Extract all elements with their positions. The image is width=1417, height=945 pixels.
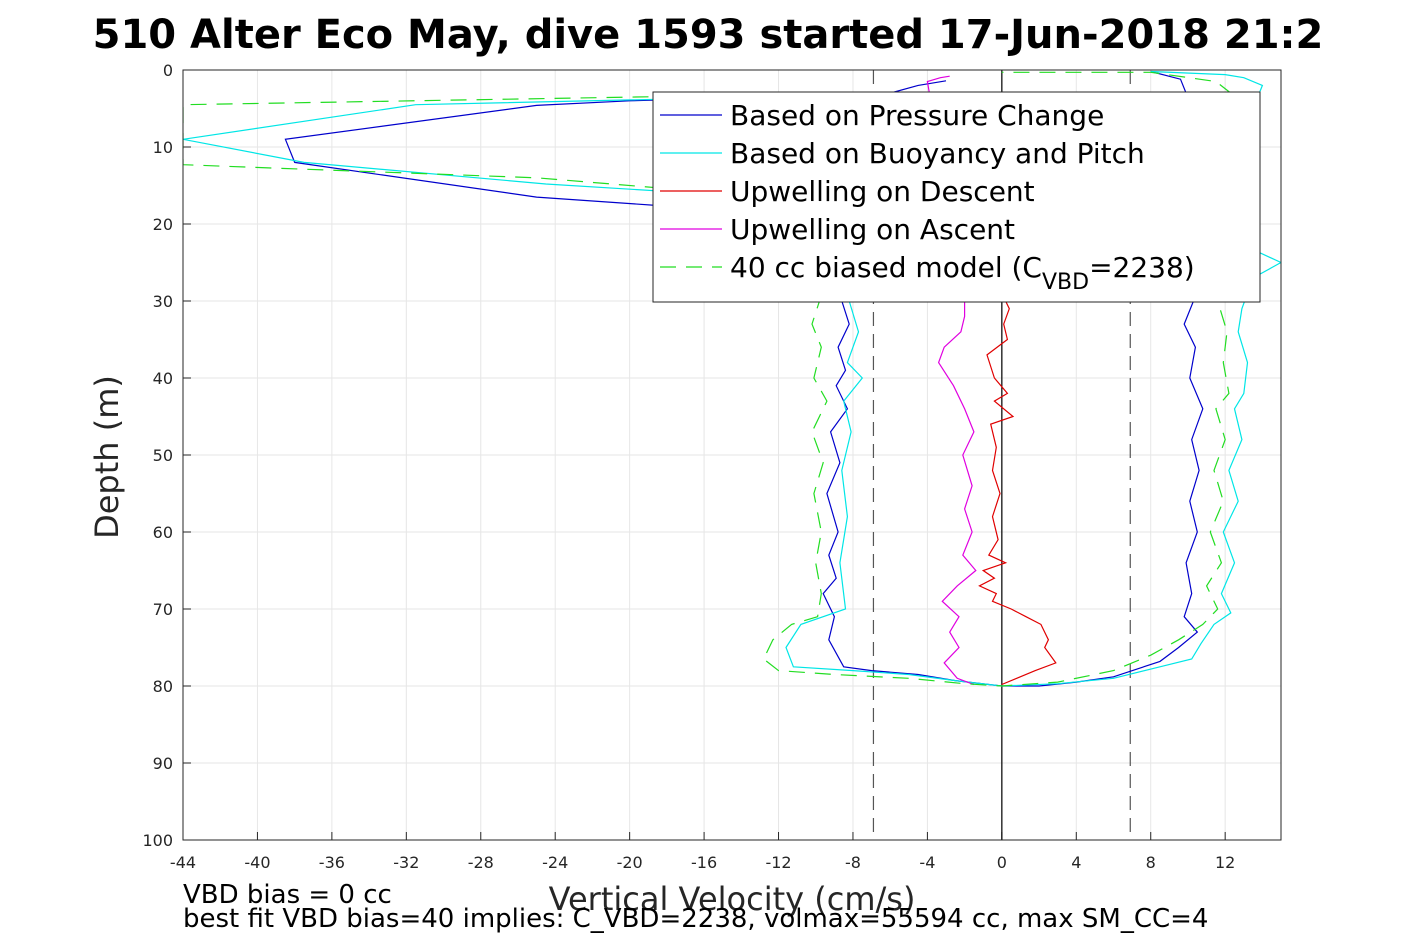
y-tick-label: 60	[153, 523, 173, 542]
x-tick-label: -28	[468, 853, 494, 872]
legend-label: Based on Buoyancy and Pitch	[730, 137, 1145, 170]
legend-label-suffix: =2238)	[1089, 251, 1195, 284]
legend-label-text: Based on Pressure Change	[730, 99, 1104, 132]
footer-line-2: best fit VBD bias=40 implies: C_VBD=2238…	[183, 904, 1208, 934]
series-line-3	[926, 75, 977, 686]
legend-label-text: Based on Buoyancy and Pitch	[730, 137, 1145, 170]
legend-label-text: Upwelling on Ascent	[730, 213, 1015, 246]
legend-label-subscript: VBD	[1042, 270, 1089, 295]
y-axis-label: Depth (m)	[88, 375, 126, 539]
y-tick-label: 90	[153, 754, 173, 773]
x-tick-label: -44	[170, 853, 196, 872]
x-tick-label: -24	[542, 853, 568, 872]
series-line-2	[978, 300, 1057, 686]
x-tick-label: 0	[997, 853, 1007, 872]
x-tick-label: -16	[691, 853, 717, 872]
x-tick-label: -12	[765, 853, 791, 872]
y-tick-label: 100	[142, 831, 173, 850]
x-tick-label: -20	[617, 853, 643, 872]
x-tick-label: -8	[845, 853, 861, 872]
chart-title: 510 Alter Eco May, dive 1593 started 17-…	[93, 12, 1324, 58]
series-line-4	[183, 71, 1232, 687]
x-tick-label: -40	[244, 853, 270, 872]
x-tick-label: -4	[919, 853, 935, 872]
y-tick-label: 10	[153, 138, 173, 157]
legend-label: Upwelling on Descent	[730, 175, 1035, 208]
legend: Based on Pressure Change Based on Buoyanc…	[652, 91, 1261, 303]
x-tick-label: -32	[393, 853, 419, 872]
y-tick-label: 30	[153, 292, 173, 311]
legend-label: Based on Pressure Change	[730, 99, 1104, 132]
y-tick-label: 50	[153, 446, 173, 465]
y-tick-label: 20	[153, 215, 173, 234]
x-tick-labels: -44 -40 -36 -32 -28 -24 -20 -16 -12 -8 -4 0 4 8 12	[170, 853, 1235, 872]
legend-box	[652, 91, 1261, 303]
y-tick-label: 80	[153, 677, 173, 696]
y-tick-label: 40	[153, 369, 173, 388]
x-tick-label: -36	[319, 853, 345, 872]
x-axis-label: Vertical Velocity (cm/s)	[549, 880, 916, 918]
x-tick-label: 12	[1215, 853, 1235, 872]
x-tick-label: 8	[1146, 853, 1156, 872]
x-tick-label: 4	[1071, 853, 1081, 872]
y-tick-label: 70	[153, 600, 173, 619]
y-tick-label: 0	[163, 61, 173, 80]
footer-line-1: VBD bias = 0 cc	[183, 880, 392, 910]
legend-label-text: Upwelling on Descent	[730, 175, 1035, 208]
series-line-1	[183, 70, 1281, 687]
legend-label: Upwelling on Ascent	[730, 213, 1015, 246]
y-tick-labels: 0 10 20 30 40 50 60 70 80 90 100	[142, 61, 173, 850]
legend-label-text: 40 cc biased model (C	[730, 251, 1042, 284]
plot-frame	[182, 69, 1282, 841]
legend-label: 40 cc biased model (CVBD=2238)	[730, 251, 1195, 295]
